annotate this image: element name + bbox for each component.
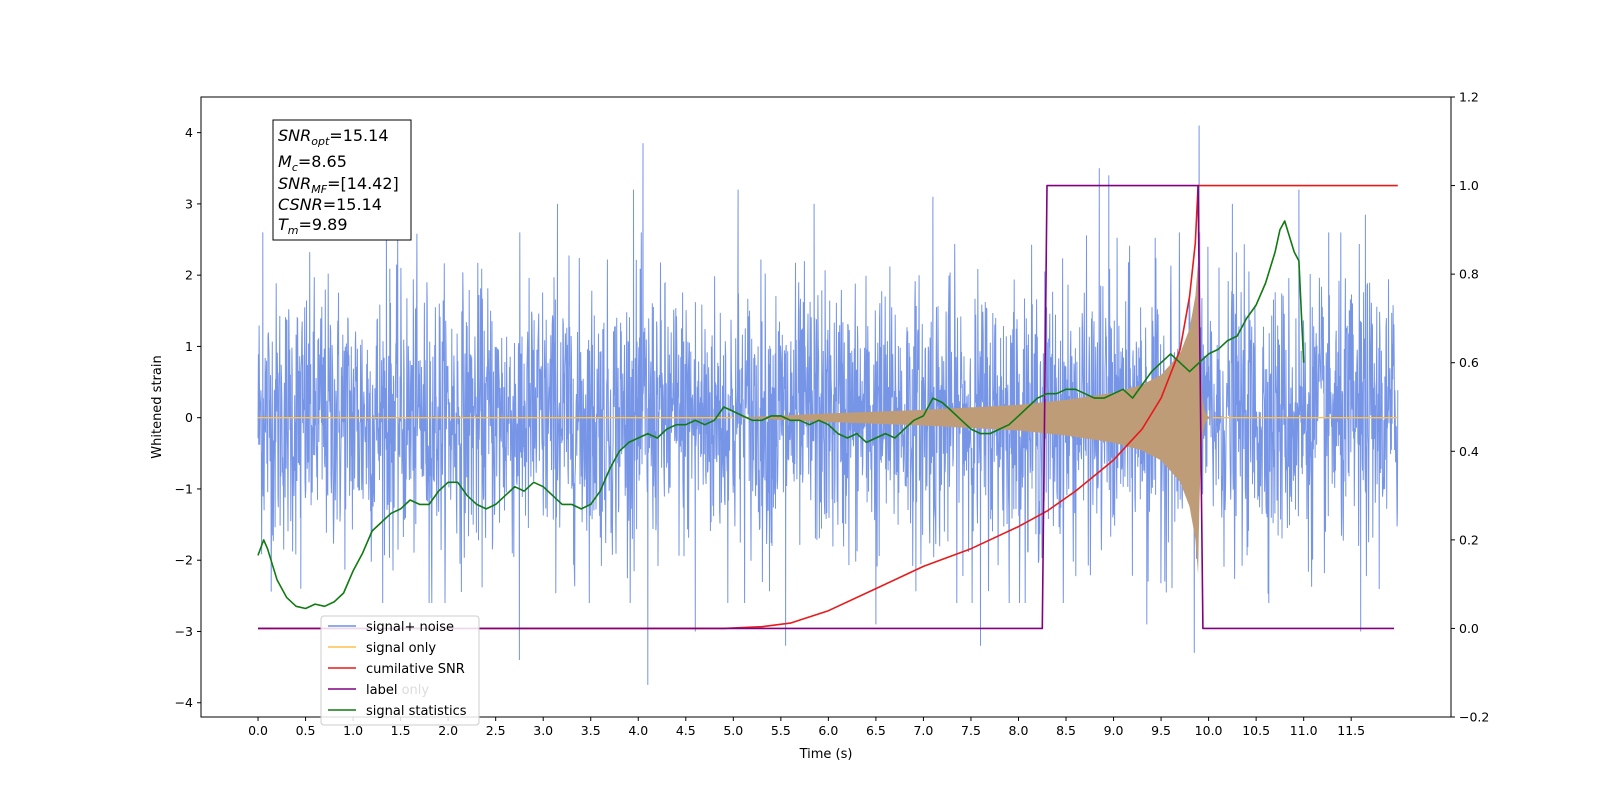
y-tick-label: −2: [175, 553, 193, 568]
x-axis-ticks: 0.0 0.5 1.0 1.5 2.0 2.5 3.0 3.5 4.0 4.5 5.0 5.5 6.0 6…: [248, 717, 1365, 738]
series-label: [258, 184, 1394, 630]
x-tick-label: 10.0: [1195, 723, 1223, 738]
y2-tick-label: 0.4: [1459, 444, 1479, 459]
x-tick-label: 10.5: [1242, 723, 1270, 738]
legend-label-signal-statistics: signal statistics: [366, 704, 467, 719]
y-tick-label: −3: [175, 624, 193, 639]
x-tick-label: 8.0: [1009, 723, 1029, 738]
legend: signal+ noise signal only cumilative SNR…: [320, 615, 480, 726]
x-tick-label: 1.5: [391, 723, 411, 738]
x-tick-label: 11.0: [1290, 723, 1318, 738]
annotation-line-snr-mf: SNRMF=[14.42]: [278, 174, 399, 196]
legend-label-cumulative-snr: cumilative SNR: [366, 662, 465, 677]
legend-frame: [320, 615, 480, 726]
x-tick-label: 6.5: [866, 723, 886, 738]
y2-tick-label: −0.2: [1459, 710, 1489, 725]
x-tick-label: 6.0: [818, 723, 838, 738]
x-tick-label: 0.5: [296, 723, 316, 738]
y-tick-label: 3: [185, 196, 193, 211]
x-tick-label: 11.5: [1337, 723, 1365, 738]
legend-label-signal-noise: signal+ noise: [366, 620, 454, 635]
y2-tick-label: 0.8: [1459, 267, 1479, 282]
x-tick-label: 3.5: [581, 723, 601, 738]
annotation-line-tm: Tm=9.89: [278, 215, 348, 237]
annotation-line-snr-opt: SNRopt=15.14: [278, 126, 389, 148]
legend-label-label: label: [366, 683, 397, 698]
y-tick-label: 0: [185, 410, 193, 425]
annotation-line-csnr: CSNR=15.14: [278, 195, 382, 214]
x-tick-label: 5.5: [771, 723, 791, 738]
x-tick-label: 5.0: [723, 723, 743, 738]
y2-tick-label: 0.0: [1459, 621, 1479, 636]
legend-label-signal-only: signal only: [366, 641, 436, 656]
series-cumulative-snr: [258, 184, 1398, 630]
y2-tick-label: 1.2: [1459, 90, 1479, 105]
x-tick-label: 7.0: [913, 723, 933, 738]
y-axis-label: Whitened strain: [150, 355, 165, 458]
plot-frame: [200, 96, 1452, 718]
annotation-box: SNRopt=15.14 Mc=8.65 SNRMF=[14.42] CSNR=…: [272, 119, 412, 241]
x-tick-label: 2.5: [486, 723, 506, 738]
y-tick-label: 1: [185, 339, 193, 354]
y-tick-label: −1: [175, 481, 193, 496]
y-tick-label: −4: [175, 695, 193, 710]
x-tick-label: 3.0: [533, 723, 553, 738]
series-signal-statistics: [257, 220, 1305, 610]
legend-ghost-label-only: label only: [366, 683, 429, 698]
annotation-frame: [272, 119, 412, 241]
y2-axis-ticks: −0.2 0.0 0.2 0.4 0.6 0.8 1.0 1.2: [1451, 90, 1489, 725]
y2-tick-label: 0.2: [1459, 532, 1479, 547]
y2-tick-label: 0.6: [1459, 355, 1479, 370]
y-axis-ticks: −4 −3 −2 −1 0 1 2 3 4: [175, 125, 201, 710]
series-layer: [257, 125, 1399, 685]
x-tick-label: 8.5: [1056, 723, 1076, 738]
y2-tick-label: 1.0: [1459, 178, 1479, 193]
series-signal-only-envelope: [733, 260, 1213, 575]
annotation-line-mc: Mc=8.65: [278, 152, 347, 174]
series-signal-noise: [257, 125, 1399, 685]
x-tick-label: 4.0: [628, 723, 648, 738]
y-tick-label: 2: [185, 268, 193, 283]
x-axis-label: Time (s): [799, 747, 853, 762]
x-tick-label: 9.5: [1151, 723, 1171, 738]
x-tick-label: 7.5: [961, 723, 981, 738]
y-tick-label: 4: [185, 125, 193, 140]
x-tick-label: 0.0: [248, 723, 268, 738]
x-tick-label: 1.0: [343, 723, 363, 738]
x-tick-label: 9.0: [1104, 723, 1124, 738]
x-tick-label: 4.5: [676, 723, 696, 738]
x-tick-label: 2.0: [438, 723, 458, 738]
